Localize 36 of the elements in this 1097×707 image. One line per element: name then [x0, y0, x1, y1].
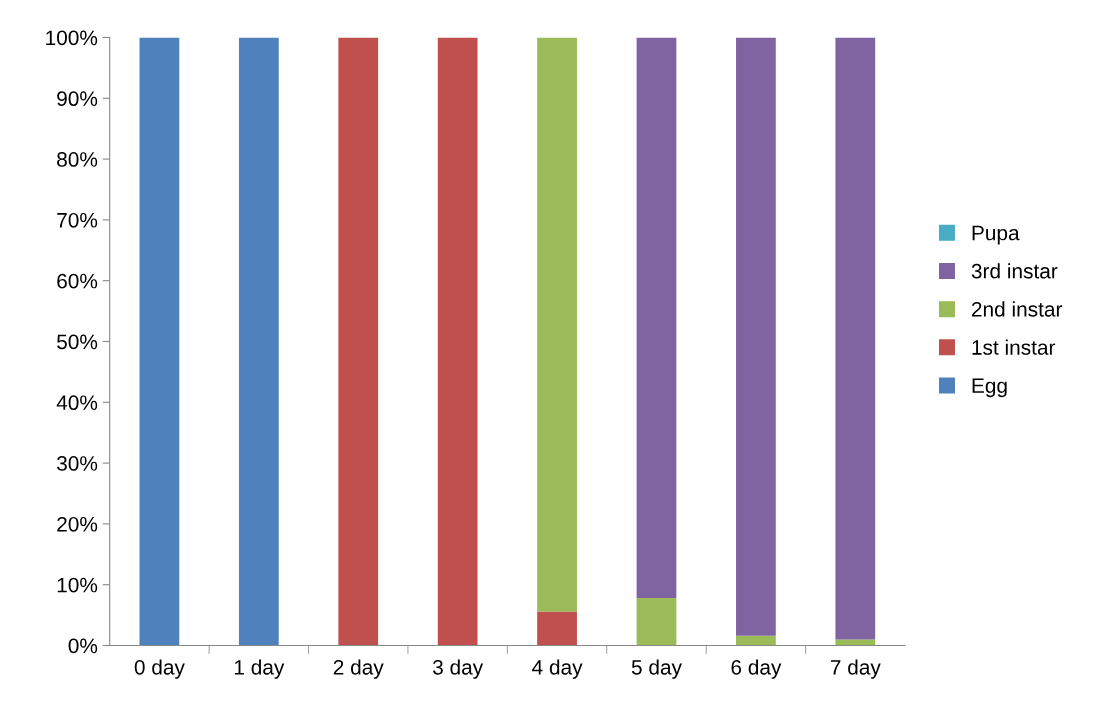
y-tick-label: 60% — [57, 273, 98, 289]
legend-label: 1st instar — [972, 339, 1056, 355]
y-tick-label: 50% — [57, 334, 98, 350]
x-tick-label: 4 day — [532, 659, 583, 679]
x-tick-label: 1 day — [234, 659, 285, 679]
bar — [736, 37, 776, 636]
x-tick-label: 5 day — [631, 659, 682, 679]
x-tick-label: 3 day — [432, 659, 484, 679]
bar — [537, 37, 577, 612]
bar — [636, 598, 677, 646]
y-tick-label: 90% — [57, 91, 98, 107]
y-tick-label: 40% — [56, 395, 98, 411]
bar — [238, 37, 279, 646]
bar — [736, 635, 776, 646]
legend-label: Egg — [972, 378, 1007, 398]
x-tick-label: 6 day — [731, 659, 782, 679]
bar — [537, 611, 577, 646]
y-tick-label: 100% — [46, 30, 98, 46]
y-tick-label: 70% — [57, 212, 98, 228]
bar — [835, 37, 876, 640]
bar — [139, 37, 180, 646]
bar — [636, 37, 677, 599]
bar — [835, 639, 876, 646]
x-tick-label: 7 day — [830, 659, 881, 679]
y-tick-label: 10% — [57, 577, 98, 593]
y-tick-label: 0% — [68, 638, 98, 654]
y-tick-label: 30% — [56, 456, 98, 471]
legend-label: Pupa — [972, 225, 1020, 245]
y-tick-label: 20% — [57, 516, 98, 532]
bar — [437, 37, 478, 646]
legend-label: 3rd instar — [971, 263, 1058, 279]
x-tick-label: 2 day — [333, 659, 384, 679]
x-tick-label: 0 day — [134, 659, 185, 679]
legend-label: 2nd instar — [971, 301, 1063, 317]
y-tick-label: 80% — [57, 152, 98, 167]
bar — [338, 37, 379, 646]
